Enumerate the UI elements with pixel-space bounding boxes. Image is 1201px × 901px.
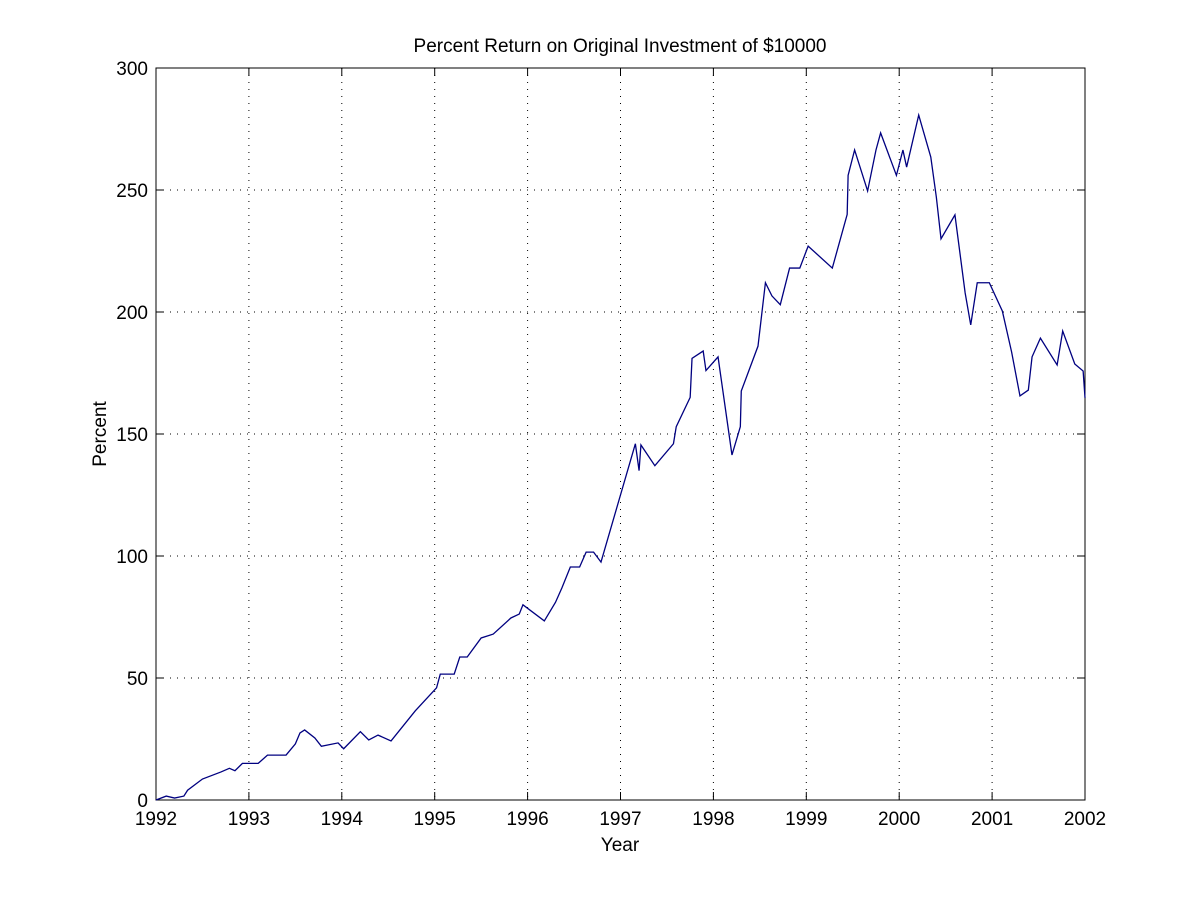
data-line [155, 112, 1086, 801]
x-tick-label: 2000 [878, 809, 920, 830]
x-axis-label: Year [601, 835, 640, 856]
y-tick-label: 50 [127, 669, 148, 690]
x-tick-label: 1993 [228, 809, 270, 830]
x-tick-label: 2002 [1064, 809, 1106, 830]
y-tick-label: 200 [116, 303, 148, 324]
x-tick-label: 1994 [321, 809, 364, 830]
x-tick-label: 1998 [692, 809, 734, 830]
x-tick-label: 1999 [785, 809, 827, 830]
x-tick-label: 1995 [414, 809, 456, 830]
x-tick-label: 1992 [135, 809, 177, 830]
x-tick-label: 1996 [506, 809, 548, 830]
x-tick-label: 2001 [971, 809, 1013, 830]
y-tick-label: 150 [116, 425, 148, 446]
y-tick-label: 250 [116, 181, 148, 202]
y-axis-label: Percent [90, 401, 111, 467]
chart-title: Percent Return on Original Investment of… [414, 36, 827, 57]
x-tick-label: 1997 [599, 809, 641, 830]
y-tick-label: 100 [116, 547, 148, 568]
y-tick-label: 0 [137, 791, 148, 812]
y-tick-label: 300 [116, 59, 148, 80]
